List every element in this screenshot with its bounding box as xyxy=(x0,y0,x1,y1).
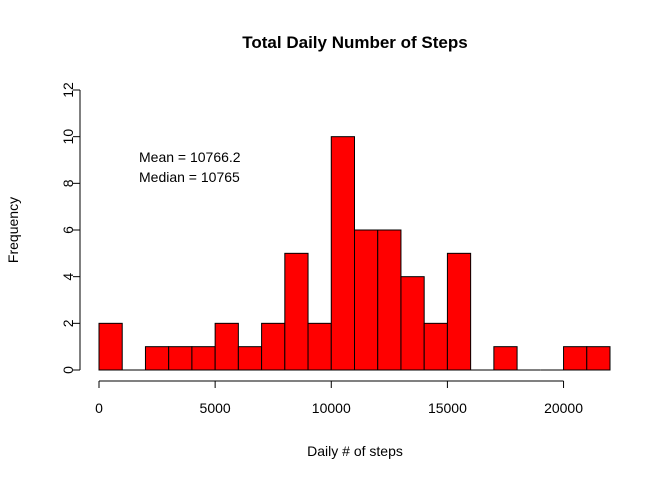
histogram-bar xyxy=(214,322,239,371)
y-tick-label: 2 xyxy=(60,319,76,327)
x-axis-label: Daily # of steps xyxy=(307,443,403,459)
histogram-bar xyxy=(563,346,588,371)
x-tick-label: 5000 xyxy=(200,400,231,416)
y-axis-label: Frequency xyxy=(5,197,21,263)
histogram-bar xyxy=(354,229,379,371)
histogram-bar xyxy=(377,229,402,371)
y-tick-label: 4 xyxy=(60,273,76,281)
x-axis: 0 5000 10000 15000 20000 xyxy=(95,380,583,416)
x-tick-label: 20000 xyxy=(544,400,583,416)
x-tick-label: 10000 xyxy=(312,400,351,416)
mean-annotation: Mean = 10766.2 xyxy=(139,149,241,165)
histogram-bar xyxy=(261,322,286,371)
x-tick-label: 15000 xyxy=(428,400,467,416)
bars-group xyxy=(98,136,611,371)
histogram-bar xyxy=(284,252,309,371)
y-axis: 0 2 4 6 8 10 12 xyxy=(60,82,81,374)
y-tick-label: 12 xyxy=(60,82,76,98)
histogram-bar xyxy=(98,322,123,371)
chart-title: Total Daily Number of Steps xyxy=(242,33,467,52)
histogram-bar xyxy=(423,322,448,371)
histogram-bar xyxy=(400,276,425,371)
median-annotation: Median = 10765 xyxy=(139,169,240,185)
histogram-bar xyxy=(330,136,356,371)
y-tick-label: 10 xyxy=(60,129,76,145)
x-tick-label: 0 xyxy=(95,400,103,416)
histogram-bar xyxy=(307,322,332,371)
y-tick-label: 6 xyxy=(60,226,76,234)
histogram-bar xyxy=(168,346,193,371)
histogram-bar xyxy=(237,346,263,371)
histogram-bar xyxy=(144,346,170,371)
y-tick-label: 8 xyxy=(60,179,76,187)
histogram-bar xyxy=(586,346,611,371)
y-tick-label: 0 xyxy=(60,366,76,374)
histogram-bar xyxy=(493,346,518,371)
histogram-bar xyxy=(446,252,472,371)
histogram-bar xyxy=(191,346,216,371)
